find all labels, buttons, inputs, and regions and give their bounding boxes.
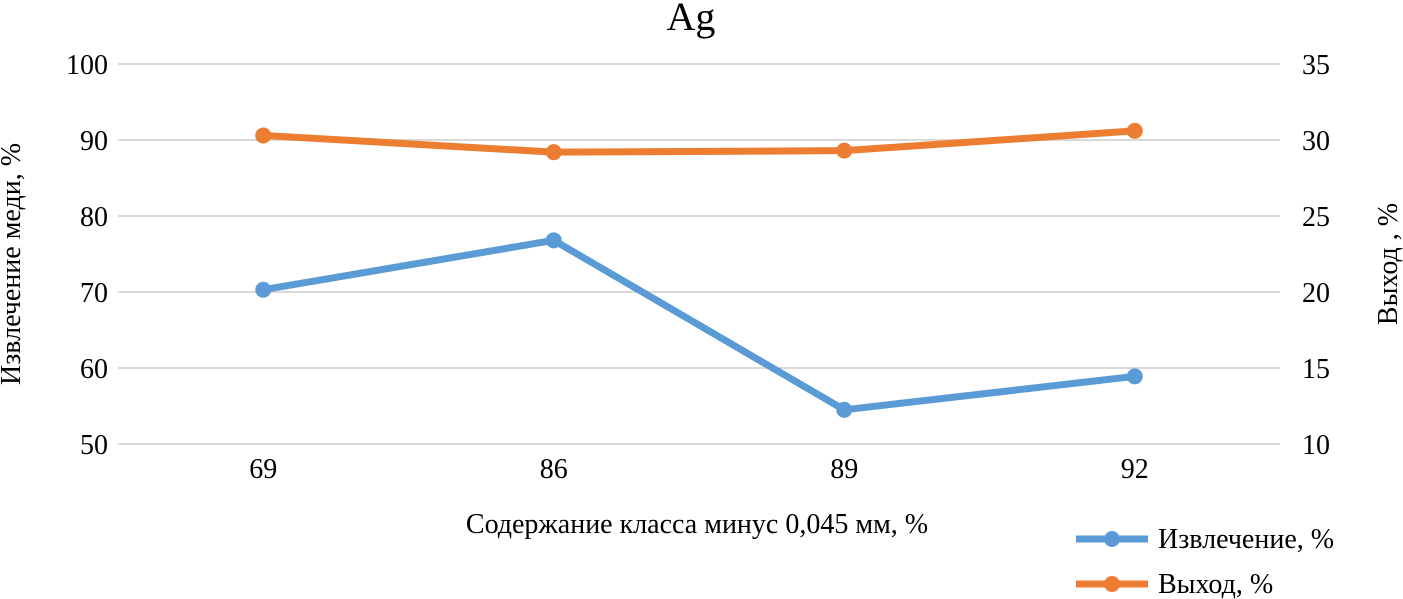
legend-swatch-marker (1104, 576, 1120, 592)
left-tick-label: 80 (80, 202, 108, 233)
data-point (545, 232, 562, 249)
legend: Извлечение, % Выход, % (1076, 524, 1334, 599)
series-layer (255, 122, 1143, 418)
data-point (255, 281, 272, 298)
data-point (1126, 368, 1143, 385)
x-tick-label: 92 (1121, 454, 1149, 485)
series-2 (255, 122, 1143, 161)
legend-item: Выход, % (1076, 569, 1273, 599)
left-axis-ticks: 50 60 70 80 90 100 (66, 50, 108, 461)
data-point (545, 144, 562, 161)
series-1 (255, 232, 1143, 418)
x-axis-ticks: 69 86 89 92 (249, 454, 1149, 485)
x-tick-label: 69 (249, 454, 277, 485)
data-point (1126, 122, 1143, 139)
legend-swatch-marker (1104, 531, 1120, 547)
chart-title: Ag (667, 0, 716, 39)
x-axis-label: Содержание класса минус 0,045 мм, % (466, 509, 928, 540)
legend-label: Извлечение, % (1158, 524, 1334, 555)
legend-label: Выход, % (1158, 569, 1273, 599)
right-tick-label: 35 (1302, 50, 1330, 81)
x-tick-label: 86 (540, 454, 568, 485)
grid (118, 63, 1280, 445)
left-tick-label: 60 (80, 354, 108, 385)
right-tick-label: 10 (1302, 430, 1330, 461)
data-point (836, 401, 853, 418)
series-line (259, 236, 1139, 414)
left-tick-label: 100 (66, 50, 108, 81)
right-axis-ticks: 10 15 20 25 30 35 (1302, 50, 1330, 461)
y-axis-right-label: Выход , % (1373, 203, 1403, 325)
left-tick-label: 90 (80, 126, 108, 157)
right-tick-label: 25 (1302, 202, 1330, 233)
right-tick-label: 30 (1302, 126, 1330, 157)
data-point (255, 127, 272, 144)
x-tick-label: 89 (830, 454, 858, 485)
legend-item: Извлечение, % (1076, 524, 1334, 555)
data-point (836, 142, 853, 159)
right-tick-label: 15 (1302, 354, 1330, 385)
right-tick-label: 20 (1302, 278, 1330, 309)
left-tick-label: 70 (80, 278, 108, 309)
series-line (259, 127, 1139, 156)
left-tick-label: 50 (80, 430, 108, 461)
y-axis-left-label: Извлечение меди, % (0, 143, 27, 385)
